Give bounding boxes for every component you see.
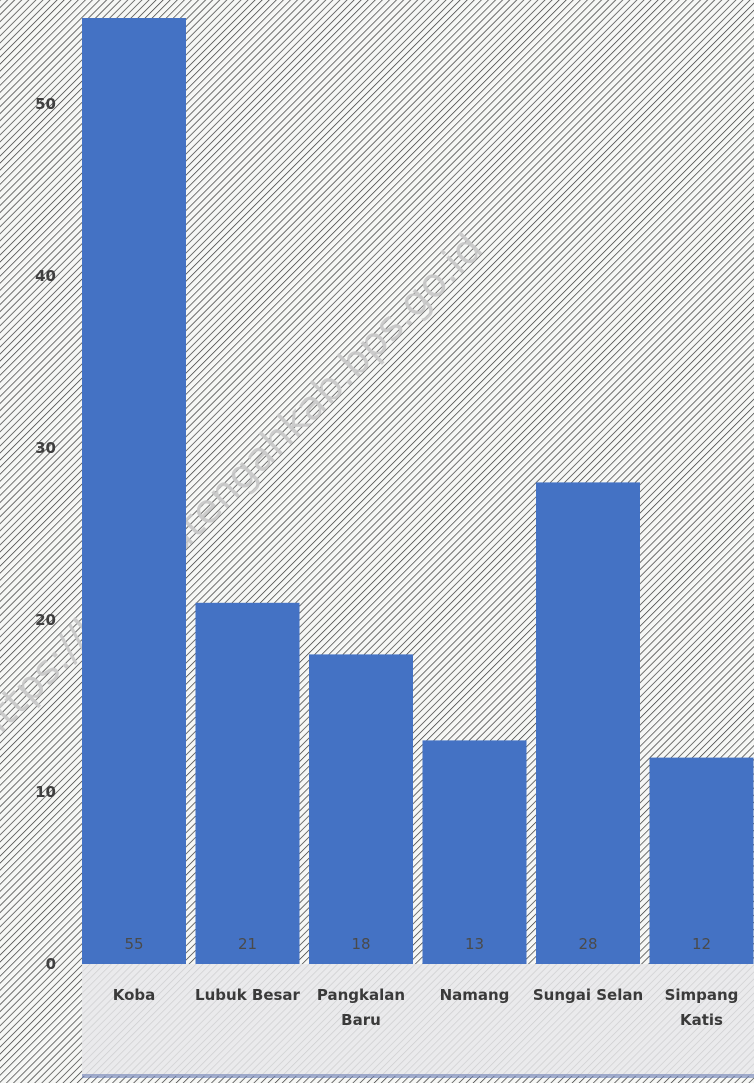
bar-lubuk-besar <box>195 602 300 964</box>
y-tick-label: 40 <box>35 267 56 285</box>
bar-value-label: 18 <box>351 935 370 953</box>
category-label: Simpang Katis <box>665 986 739 1029</box>
bar-value-label: 55 <box>124 935 143 953</box>
bar-koba <box>82 18 186 964</box>
category-axis-band <box>82 964 754 1076</box>
category-axis-bottom-line <box>82 1074 754 1078</box>
category-label: Pangkalan Baru <box>317 986 405 1029</box>
bar-namang <box>422 740 527 964</box>
y-tick-label: 50 <box>35 95 56 113</box>
category-label: Koba <box>113 986 156 1004</box>
bar-value-label: 28 <box>578 935 597 953</box>
y-tick-label: 30 <box>35 439 56 457</box>
category-label: Sungai Selan <box>533 986 643 1004</box>
y-tick-label: 0 <box>46 955 56 973</box>
bar-value-label: 12 <box>692 935 711 953</box>
category-label: Namang <box>440 986 510 1004</box>
bar-value-label: 21 <box>238 935 257 953</box>
y-tick-label: 10 <box>35 783 56 801</box>
bar-value-label: 13 <box>465 935 484 953</box>
bar-sungai-selan <box>536 482 640 964</box>
y-tick-label: 20 <box>35 611 56 629</box>
bar-pangkalan-baru <box>309 654 413 964</box>
category-label: Lubuk Besar <box>195 986 301 1004</box>
bar-simpang-katis <box>649 757 754 964</box>
